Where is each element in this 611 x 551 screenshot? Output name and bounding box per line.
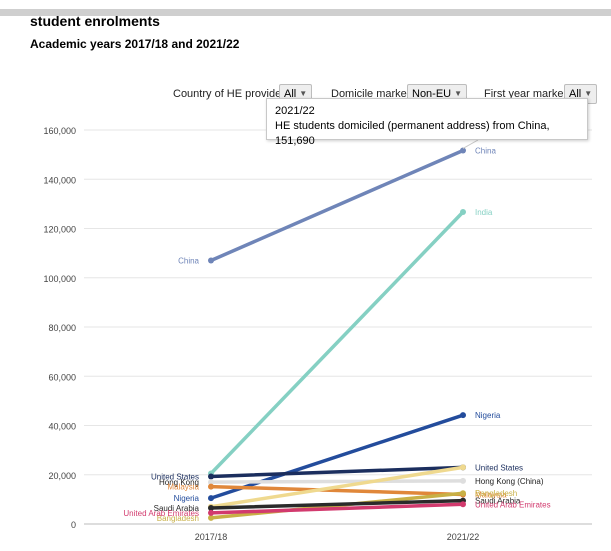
y-tick-label: 120,000 xyxy=(43,225,76,235)
y-tick-label: 160,000 xyxy=(43,126,76,136)
series-point xyxy=(208,504,214,511)
series-point xyxy=(460,490,466,497)
y-tick-label: 60,000 xyxy=(48,372,76,382)
first-year-filter-label: First year marker xyxy=(484,88,568,100)
series-label-right: Bangladesh xyxy=(475,489,517,498)
series-point xyxy=(208,509,214,516)
series-point xyxy=(208,495,214,502)
domicile-filter-value: Non-EU xyxy=(412,88,452,100)
chevron-down-icon: ▼ xyxy=(454,89,463,98)
series-point xyxy=(208,483,214,490)
tooltip-pointer xyxy=(462,139,479,149)
series-label-right: China xyxy=(475,146,496,155)
series-line xyxy=(209,210,465,476)
series-point xyxy=(460,209,466,216)
x-tick-label: 2021/22 xyxy=(447,532,480,542)
series-line xyxy=(209,148,465,263)
series-label-left: United Arab Emirates xyxy=(123,509,199,518)
series-label-right: United Arab Emirates xyxy=(475,500,551,509)
series-label-right: Saudi Arabia xyxy=(475,497,521,506)
y-tick-label: 80,000 xyxy=(48,323,76,333)
series-point xyxy=(208,473,214,480)
series-label-right: Hong Kong (China) xyxy=(475,477,544,486)
series-label-left: Hong Kong xyxy=(159,478,199,487)
series-point xyxy=(460,477,466,484)
tooltip-text: HE students domiciled (permanent address… xyxy=(275,120,550,147)
series-point xyxy=(208,479,214,486)
domicile-filter-label: Domicile marker xyxy=(331,88,411,100)
country-filter-value: All xyxy=(284,88,297,100)
series-line xyxy=(209,498,465,510)
series-line xyxy=(209,413,465,500)
x-tick-label: 2017/18 xyxy=(195,532,228,542)
series-point xyxy=(460,412,466,419)
series-line xyxy=(209,479,465,484)
country-filter-label: Country of HE provider xyxy=(173,88,285,100)
series-label-left: United States xyxy=(151,472,199,481)
series-label-left: Nigeria xyxy=(174,494,200,503)
top-bar xyxy=(0,9,611,16)
series-point xyxy=(208,257,214,264)
y-tick-label: 20,000 xyxy=(48,471,76,481)
series-line xyxy=(209,465,465,509)
series-label-right: India xyxy=(475,208,493,217)
series-point xyxy=(460,464,466,471)
chart-title: student enrolments xyxy=(30,13,160,29)
series-label-right: Malaysia xyxy=(475,490,507,499)
chevron-down-icon: ▼ xyxy=(584,89,593,98)
series-label-left: Malaysia xyxy=(167,483,199,492)
series-line xyxy=(209,465,465,479)
series-line xyxy=(209,484,465,497)
series-point xyxy=(460,147,466,154)
series-label-left: China xyxy=(178,257,199,266)
series-label-right: Nigeria xyxy=(475,411,501,420)
y-tick-label: 0 xyxy=(71,520,76,530)
y-tick-label: 100,000 xyxy=(43,274,76,284)
tooltip-year: 2021/22 xyxy=(275,105,315,117)
chevron-down-icon: ▼ xyxy=(299,89,308,98)
series-point xyxy=(460,501,466,508)
series-label-right: United States xyxy=(475,463,523,472)
chart-subtitle: Academic years 2017/18 and 2021/22 xyxy=(30,37,240,51)
y-tick-label: 40,000 xyxy=(48,422,76,432)
y-tick-label: 140,000 xyxy=(43,175,76,185)
first-year-filter-value: All xyxy=(569,88,582,100)
series-point xyxy=(208,514,214,521)
series-line xyxy=(209,502,465,515)
tooltip: 2021/22 HE students domiciled (permanent… xyxy=(266,98,588,147)
series-label-left: Bangladesh xyxy=(157,514,199,523)
series-label-left: Saudi Arabia xyxy=(154,504,200,513)
